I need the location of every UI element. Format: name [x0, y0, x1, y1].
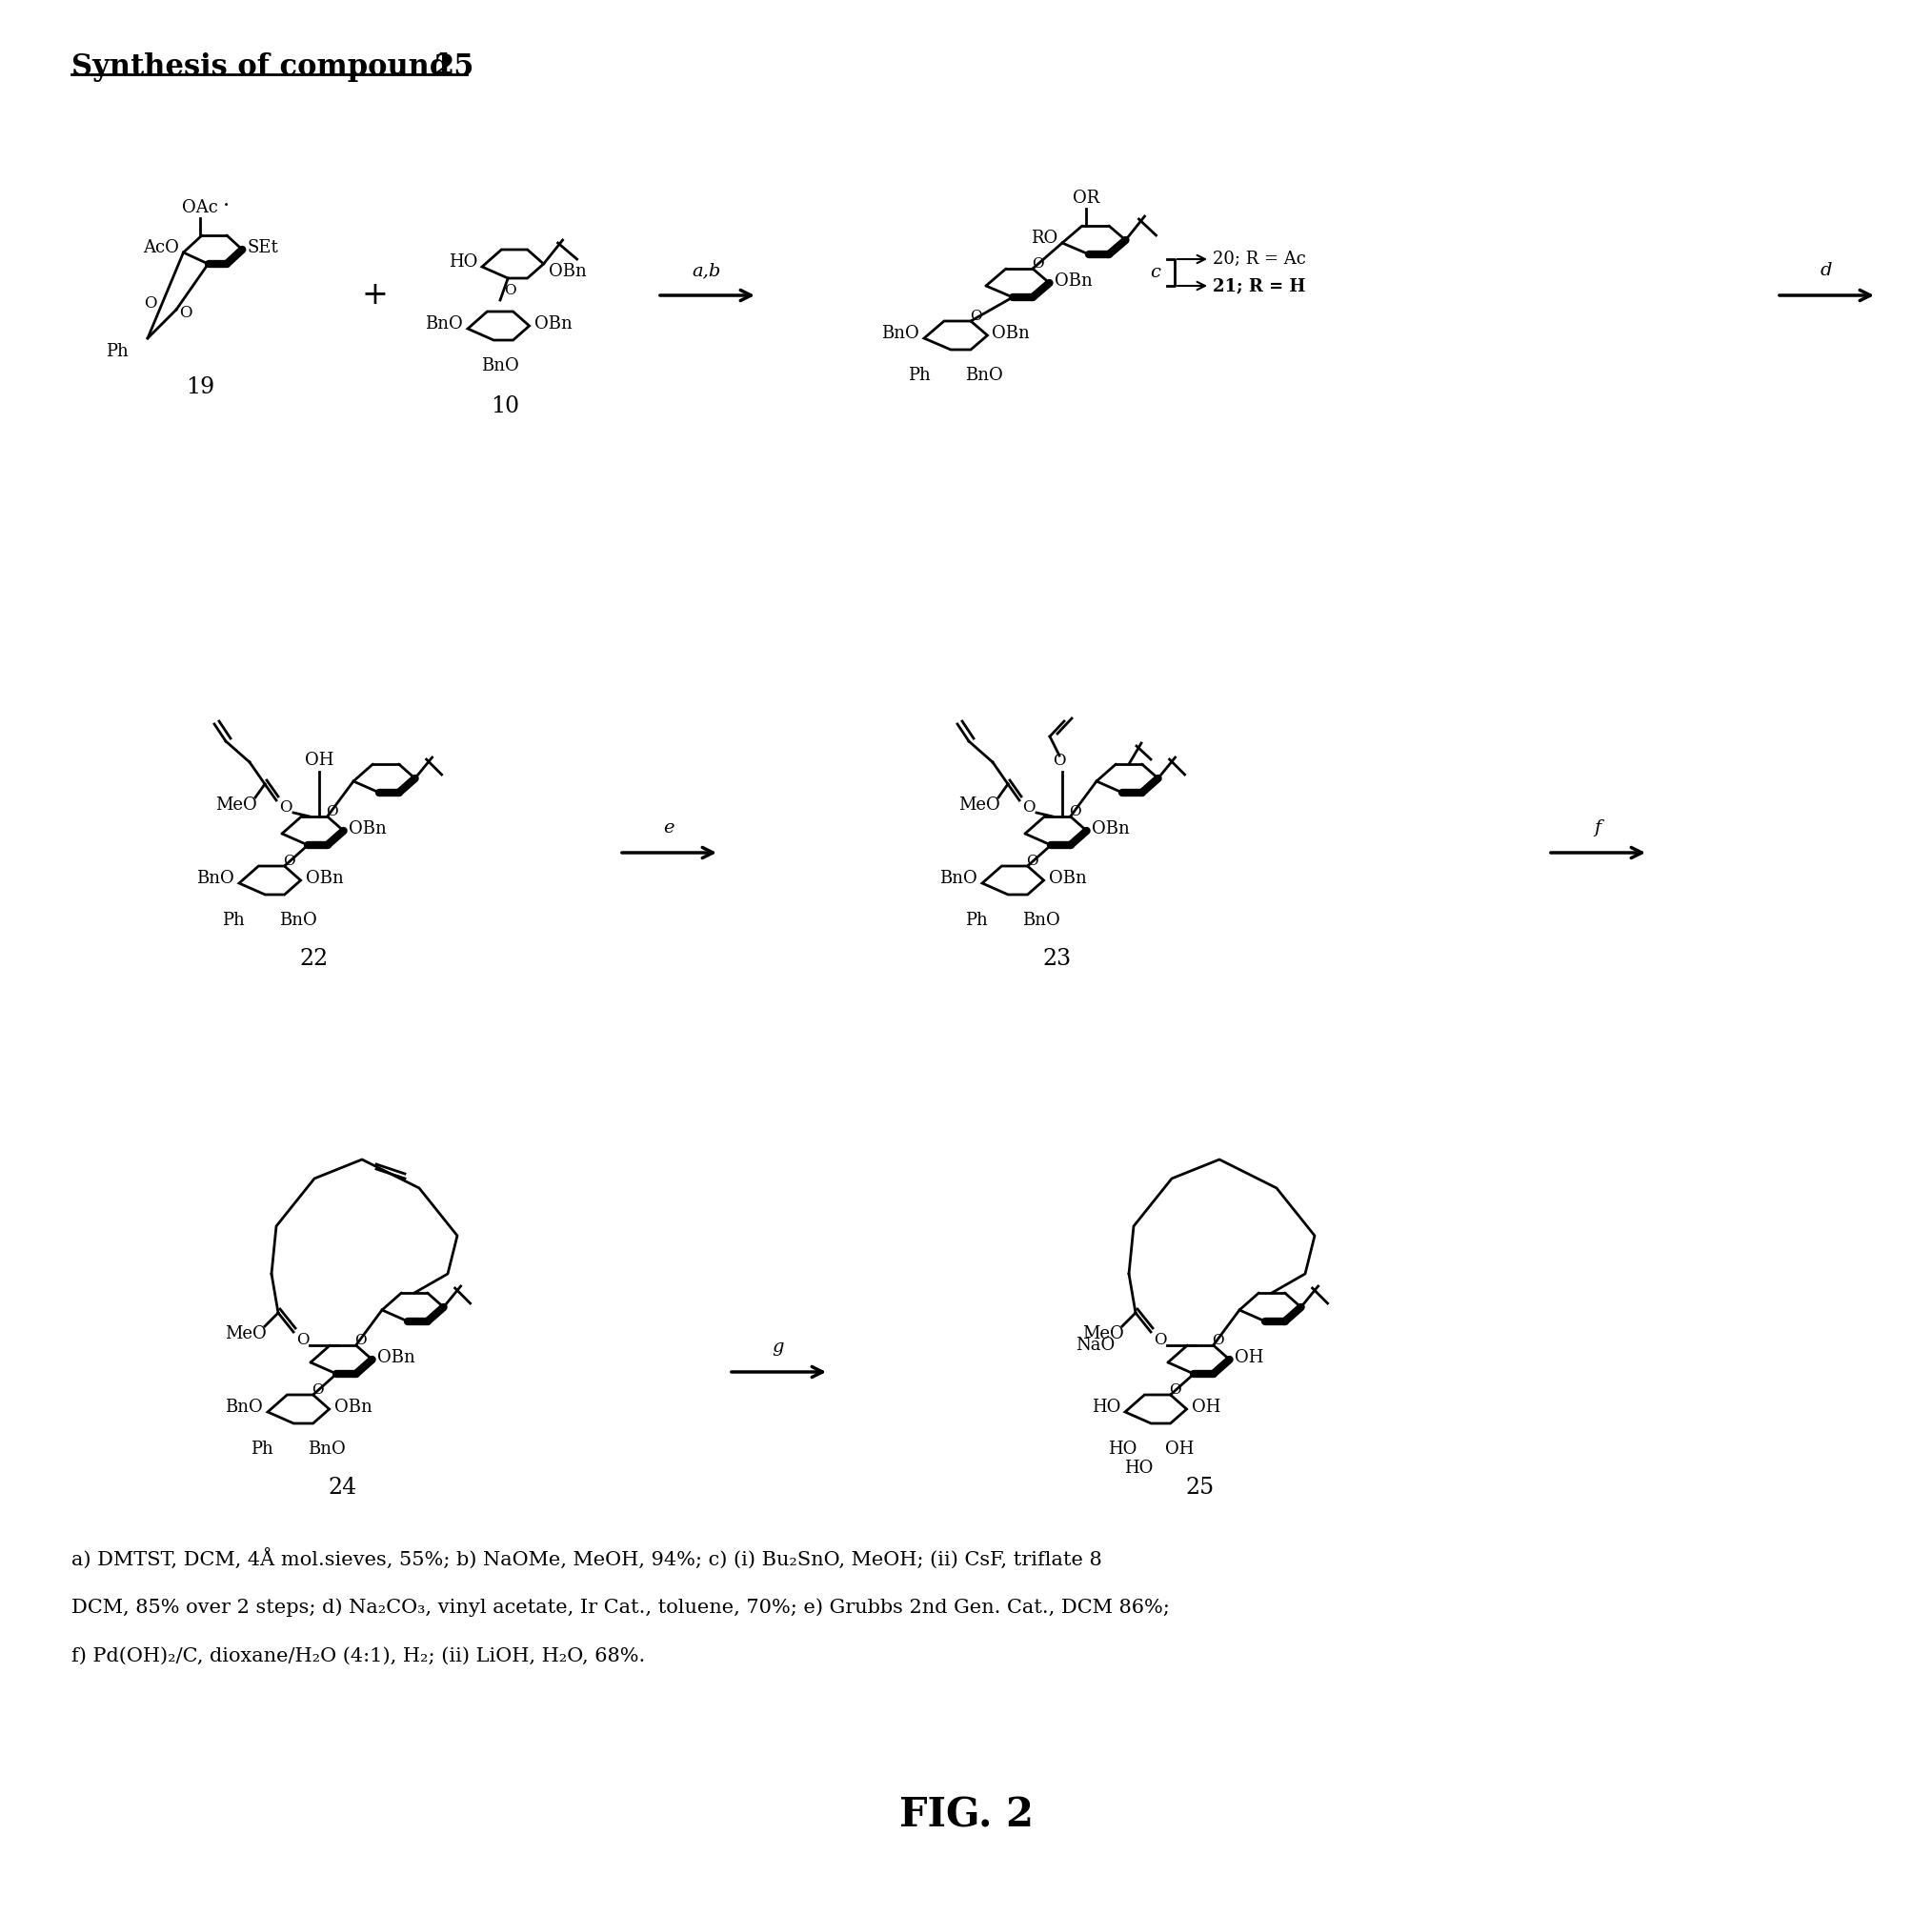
Text: O: O	[1211, 1335, 1225, 1346]
Text: O: O	[355, 1335, 367, 1346]
Text: MeO: MeO	[958, 797, 1001, 814]
Text: O: O	[1032, 257, 1043, 270]
Text: OBn: OBn	[334, 1398, 371, 1415]
Text: BnO: BnO	[278, 912, 317, 929]
Text: OBn: OBn	[533, 316, 572, 333]
Text: f: f	[1594, 820, 1602, 837]
Text: O: O	[1026, 854, 1037, 867]
Text: BnO: BnO	[481, 358, 520, 375]
Text: BnO: BnO	[881, 326, 920, 343]
Text: e: e	[663, 820, 674, 837]
Text: O: O	[284, 854, 296, 867]
Text: 24: 24	[328, 1476, 357, 1499]
Text: OBn: OBn	[993, 326, 1030, 343]
Text: BnO: BnO	[224, 1398, 263, 1415]
Text: BnO: BnO	[966, 368, 1003, 383]
Text: O: O	[1169, 1383, 1180, 1396]
Text: OBn: OBn	[1049, 869, 1086, 887]
Text: O: O	[970, 310, 981, 324]
Text: BnO: BnO	[425, 316, 464, 333]
Text: f) Pd(OH)₂/C, dioxane/H₂O (4:1), H₂; (ii) LiOH, H₂O, 68%.: f) Pd(OH)₂/C, dioxane/H₂O (4:1), H₂; (ii…	[71, 1647, 645, 1666]
Text: O: O	[280, 799, 292, 816]
Text: +: +	[361, 280, 388, 310]
Text: Ph: Ph	[251, 1440, 274, 1457]
Text: MeO: MeO	[1082, 1325, 1124, 1342]
Text: 19: 19	[185, 377, 214, 398]
Text: O: O	[296, 1331, 309, 1348]
Text: DCM, 85% over 2 steps; d) Na₂CO₃, vinyl acetate, Ir Cat., toluene, 70%; e) Grubb: DCM, 85% over 2 steps; d) Na₂CO₃, vinyl …	[71, 1597, 1169, 1616]
Text: d: d	[1820, 262, 1832, 280]
Text: a) DMTST, DCM, 4Å mol.sieves, 55%; b) NaOMe, MeOH, 94%; c) (i) Bu₂SnO, MeOH; (ii: a) DMTST, DCM, 4Å mol.sieves, 55%; b) Na…	[71, 1547, 1101, 1570]
Text: Ph: Ph	[908, 368, 931, 383]
Text: 25: 25	[1186, 1476, 1215, 1499]
Text: SEt: SEt	[247, 239, 278, 257]
Text: O: O	[327, 804, 338, 818]
Text: BnO: BnO	[1022, 912, 1061, 929]
Text: O: O	[1022, 799, 1036, 816]
Text: OH: OH	[1192, 1398, 1221, 1415]
Text: Ph: Ph	[222, 912, 245, 929]
Text: FIG. 2: FIG. 2	[898, 1794, 1034, 1835]
Text: c: c	[1150, 264, 1161, 282]
Text: O: O	[1068, 804, 1082, 818]
Text: 25: 25	[435, 52, 475, 82]
Text: OBn: OBn	[1092, 820, 1128, 837]
Text: OBn: OBn	[377, 1348, 415, 1365]
Text: 10: 10	[491, 394, 520, 417]
Text: Synthesis of compound: Synthesis of compound	[71, 52, 460, 82]
Text: BnO: BnO	[307, 1440, 346, 1457]
Text: AcO: AcO	[143, 239, 178, 257]
Text: 21; R = H: 21; R = H	[1213, 278, 1306, 295]
Text: 22: 22	[299, 948, 328, 969]
Text: Ph: Ph	[966, 912, 987, 929]
Text: HO: HO	[1092, 1398, 1121, 1415]
Text: OH: OH	[305, 753, 334, 768]
Text: RO: RO	[1030, 230, 1057, 247]
Text: 23: 23	[1043, 948, 1072, 969]
Text: OBn: OBn	[549, 262, 585, 280]
Text: ·: ·	[222, 195, 230, 216]
Text: O: O	[311, 1383, 325, 1396]
Text: MeO: MeO	[224, 1325, 267, 1342]
Text: OBn: OBn	[1055, 272, 1092, 289]
Text: NaO: NaO	[1076, 1337, 1115, 1354]
Text: HO: HO	[1124, 1459, 1153, 1476]
Text: BnO: BnO	[939, 869, 978, 887]
Text: OAc: OAc	[182, 199, 218, 216]
Text: BnO: BnO	[197, 869, 234, 887]
Text: a,b: a,b	[692, 262, 721, 280]
Text: 20; R = Ac: 20; R = Ac	[1213, 251, 1306, 268]
Text: O: O	[1153, 1331, 1167, 1348]
Text: OBn: OBn	[305, 869, 344, 887]
Text: O: O	[1053, 753, 1066, 768]
Text: OH: OH	[1235, 1348, 1264, 1365]
Text: O: O	[180, 304, 191, 320]
Text: Ph: Ph	[106, 343, 129, 360]
Text: O: O	[145, 295, 156, 310]
Text: g: g	[773, 1339, 784, 1356]
Text: O: O	[504, 283, 516, 297]
Text: OH: OH	[1165, 1440, 1194, 1457]
Text: OR: OR	[1072, 190, 1099, 207]
Text: HO: HO	[448, 253, 477, 270]
Text: HO: HO	[1107, 1440, 1136, 1457]
Text: OBn: OBn	[348, 820, 386, 837]
Text: MeO: MeO	[216, 797, 257, 814]
